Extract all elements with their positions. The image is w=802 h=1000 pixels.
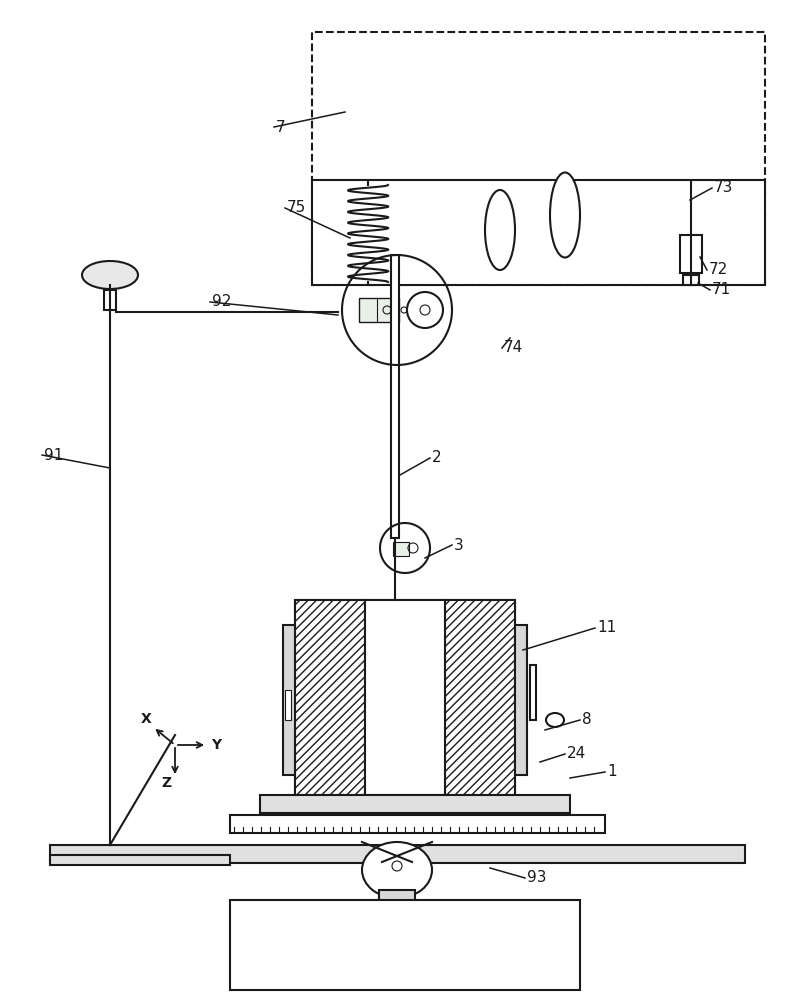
Ellipse shape — [545, 713, 563, 727]
Bar — [312, 32, 764, 285]
Ellipse shape — [549, 172, 579, 257]
Bar — [679, 235, 701, 273]
Bar — [294, 600, 365, 795]
Bar — [294, 600, 514, 795]
Text: 73: 73 — [713, 180, 732, 196]
Text: 24: 24 — [566, 746, 585, 762]
Circle shape — [407, 292, 443, 328]
Ellipse shape — [484, 190, 514, 270]
Text: 11: 11 — [596, 620, 615, 636]
Bar — [104, 290, 115, 310]
Bar — [391, 255, 399, 538]
Bar — [312, 180, 764, 285]
Text: 74: 74 — [504, 340, 523, 356]
Bar — [514, 625, 526, 775]
Bar — [379, 890, 415, 908]
Bar — [285, 690, 290, 720]
Bar — [683, 275, 698, 285]
Text: 92: 92 — [212, 294, 231, 310]
Bar — [444, 600, 514, 795]
Text: 72: 72 — [708, 262, 727, 277]
Text: 93: 93 — [526, 870, 546, 886]
Text: 91: 91 — [44, 448, 63, 462]
Text: 7: 7 — [276, 119, 286, 134]
Text: 75: 75 — [286, 200, 306, 216]
Bar — [229, 815, 604, 833]
Text: Y: Y — [211, 738, 221, 752]
Text: Z: Z — [160, 776, 171, 790]
Bar — [358, 298, 399, 322]
Text: 1: 1 — [606, 764, 616, 780]
Bar — [50, 845, 744, 863]
Bar — [282, 625, 294, 775]
Ellipse shape — [82, 261, 138, 289]
Text: 71: 71 — [711, 282, 731, 298]
Bar — [392, 542, 408, 556]
Text: 3: 3 — [453, 538, 464, 552]
Bar — [365, 600, 444, 795]
Text: 8: 8 — [581, 712, 591, 728]
Ellipse shape — [362, 842, 431, 898]
Bar — [50, 855, 229, 865]
Bar — [229, 900, 579, 990]
Text: X: X — [141, 712, 152, 726]
Text: 2: 2 — [431, 450, 441, 466]
Bar — [260, 795, 569, 813]
Bar — [529, 665, 535, 720]
